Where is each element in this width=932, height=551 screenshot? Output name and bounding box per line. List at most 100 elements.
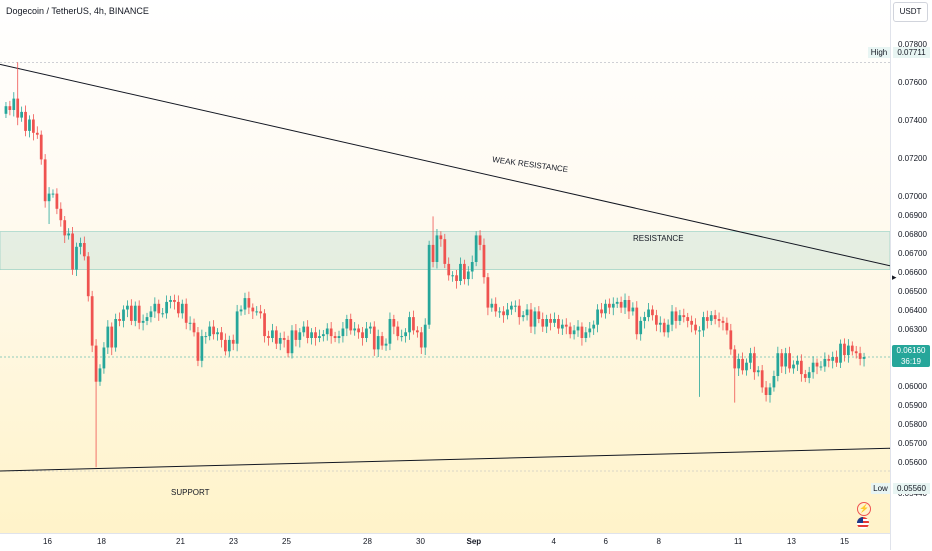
candle-body bbox=[549, 319, 552, 323]
candle-body bbox=[588, 328, 592, 333]
candle-body bbox=[388, 319, 392, 344]
candle-body bbox=[447, 263, 451, 276]
candle-body bbox=[145, 317, 149, 321]
candle-body bbox=[126, 305, 129, 310]
candle-body bbox=[227, 339, 231, 352]
candle-body bbox=[239, 309, 243, 312]
candle-body bbox=[537, 311, 541, 319]
time-axis[interactable]: 16 18 21 23 25 28 30 Sep 4 6 8 11 13 15 bbox=[0, 533, 890, 551]
candle-body bbox=[737, 358, 741, 369]
candle-body bbox=[494, 303, 498, 312]
candle-body bbox=[129, 305, 133, 321]
candle-body bbox=[192, 322, 196, 333]
candle-body bbox=[639, 320, 643, 335]
candle-body bbox=[32, 119, 35, 133]
candle-body bbox=[474, 235, 478, 262]
candle-body bbox=[635, 307, 639, 335]
candle-body bbox=[188, 322, 192, 324]
candle-body bbox=[102, 347, 106, 369]
candle-body bbox=[321, 334, 325, 337]
price-tick-label: 0.05900 bbox=[898, 401, 927, 411]
chart-plot[interactable] bbox=[0, 0, 890, 533]
candle-body bbox=[557, 319, 560, 329]
time-tick-label: 18 bbox=[97, 537, 106, 546]
candle-body bbox=[341, 328, 345, 337]
candle-body bbox=[721, 320, 725, 323]
candle-body bbox=[82, 243, 86, 257]
arrow-right-icon[interactable]: ▸ bbox=[892, 272, 897, 282]
symbol-title[interactable]: Dogecoin / TetherUS, 4h, BINANCE bbox=[6, 6, 149, 16]
candle-body bbox=[204, 336, 208, 338]
last-price-badge: 0.06160 36:19 bbox=[892, 345, 930, 367]
candle-body bbox=[823, 358, 827, 367]
price-tick-label: 0.06500 bbox=[898, 287, 927, 297]
candle-body bbox=[482, 244, 486, 278]
price-tick-label: 0.05700 bbox=[898, 439, 927, 449]
candle-body bbox=[4, 106, 8, 114]
price-tick-label: 0.05600 bbox=[898, 458, 927, 468]
time-tick-label: 13 bbox=[787, 537, 796, 546]
candle-body bbox=[490, 303, 494, 308]
candle-body bbox=[235, 311, 239, 344]
candle-body bbox=[658, 322, 662, 325]
candle-body bbox=[717, 319, 721, 321]
candle-body bbox=[267, 336, 270, 338]
time-tick-label: 8 bbox=[656, 537, 661, 546]
time-tick-label: 23 bbox=[229, 537, 238, 546]
price-tick-label: 0.06900 bbox=[898, 211, 927, 221]
candle-body bbox=[768, 387, 772, 395]
candle-body bbox=[337, 336, 341, 338]
currency-button[interactable]: USDT bbox=[893, 2, 928, 22]
candle-body bbox=[325, 328, 329, 335]
price-axis[interactable]: 0.07800 0.07600 0.07400 0.07200 0.07000 0.069… bbox=[890, 0, 932, 550]
candle-body bbox=[90, 296, 94, 346]
time-tick-label: 15 bbox=[840, 537, 849, 546]
candle-body bbox=[290, 330, 294, 354]
candle-body bbox=[811, 362, 815, 373]
candle-body bbox=[333, 336, 337, 338]
candle-body bbox=[463, 263, 466, 280]
candle-body bbox=[408, 317, 411, 333]
candle-body bbox=[298, 332, 302, 340]
weak-resistance-trendline bbox=[0, 63, 890, 267]
candle-body bbox=[510, 305, 513, 310]
price-tick-label: 0.07200 bbox=[898, 154, 927, 164]
candle-body bbox=[216, 332, 219, 335]
candle-body bbox=[306, 326, 310, 338]
candle-body bbox=[796, 360, 799, 365]
candle-body bbox=[513, 305, 517, 307]
candle-body bbox=[749, 353, 752, 363]
candle-body bbox=[75, 246, 78, 270]
candle-body bbox=[161, 313, 165, 315]
candle-body bbox=[415, 330, 419, 333]
candle-body bbox=[423, 324, 427, 348]
candle-body bbox=[39, 134, 43, 160]
candle-body bbox=[243, 298, 247, 310]
candle-body bbox=[572, 330, 576, 335]
candle-body bbox=[67, 233, 71, 236]
candle-body bbox=[600, 309, 603, 314]
candle-body bbox=[353, 328, 357, 331]
candle-body bbox=[799, 360, 803, 375]
lightning-icon[interactable]: ⚡ bbox=[857, 502, 871, 516]
candle-body bbox=[525, 309, 529, 316]
candle-body bbox=[702, 317, 705, 331]
candle-body bbox=[345, 319, 349, 329]
candle-body bbox=[502, 311, 505, 316]
candle-body bbox=[431, 244, 435, 262]
us-flag-icon[interactable] bbox=[857, 517, 869, 529]
candle-body bbox=[486, 277, 490, 308]
candle-body bbox=[372, 326, 376, 350]
candle-body bbox=[110, 326, 114, 348]
candle-body bbox=[400, 336, 404, 338]
candle-body bbox=[827, 358, 831, 361]
candle-body bbox=[8, 106, 12, 110]
candle-body bbox=[114, 319, 118, 348]
candle-body bbox=[772, 376, 776, 388]
candle-body bbox=[850, 345, 854, 352]
candle-body bbox=[682, 315, 686, 318]
candle-body bbox=[200, 336, 204, 361]
candle-body bbox=[776, 353, 780, 376]
candle-body bbox=[451, 275, 455, 277]
candle-body bbox=[568, 326, 572, 335]
